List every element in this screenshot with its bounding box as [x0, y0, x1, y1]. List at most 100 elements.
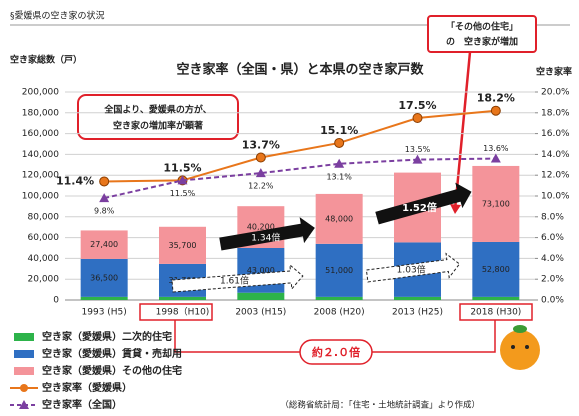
bar-segment [472, 165, 520, 242]
mascot-eye [511, 345, 515, 349]
line-value-label: 9.8% [94, 207, 115, 216]
line-marker [490, 105, 501, 116]
line-marker [334, 137, 345, 148]
ratio-box [299, 339, 373, 365]
line-value-label: 18.2% [477, 92, 515, 105]
bar-segment [472, 296, 520, 300]
line-marker [99, 176, 110, 187]
y2-tick-label: 12.0% [541, 171, 570, 181]
annotation: 1.61倍 [220, 275, 249, 287]
bar-segment [394, 296, 441, 300]
line-marker [177, 175, 188, 185]
y2-tick-label: 4.0% [541, 254, 564, 264]
bar-segment [472, 241, 520, 297]
bar-value-label: 48,000 [325, 214, 353, 223]
line-value-label: 17.5% [398, 99, 436, 112]
line-value-label: 11.4% [56, 174, 94, 187]
line-marker [334, 158, 345, 168]
y-tick-label: 0 [53, 296, 59, 306]
y-tick-label: 160,000 [22, 129, 59, 139]
bar-value-label: 36,500 [90, 273, 118, 282]
annotation: 1.03倍 [397, 264, 426, 276]
legend-label: 空き家（愛媛県）二次的住宅 [42, 330, 172, 343]
line-value-label: 13.6% [483, 144, 509, 153]
line [104, 109, 496, 183]
y2-tick-label: 6.0% [541, 233, 564, 243]
bar-value-label: 73,100 [482, 199, 510, 208]
line-marker [99, 193, 110, 203]
bar-segment [80, 296, 128, 300]
y-tick-label: 140,000 [22, 150, 59, 160]
category-highlight [459, 303, 533, 321]
bar-segment [237, 292, 285, 300]
x-tick-label: 1998（H10) [156, 307, 210, 318]
y-tick-label: 80,000 [28, 212, 60, 222]
y2-axis-label: 空き家率 [536, 66, 572, 78]
y-tick-label: 60,000 [28, 233, 60, 243]
mascot [500, 330, 540, 370]
y-axis-label: 空き家総数（戸） [10, 54, 82, 66]
y-tick-label: 40,000 [28, 254, 60, 264]
legend-marker [20, 384, 28, 392]
y2-tick-label: 14.0% [541, 150, 570, 160]
line [103, 157, 496, 200]
line-marker [255, 168, 266, 178]
line-value-label: 13.5% [405, 145, 431, 154]
bar-value-label: 35,700 [169, 241, 197, 250]
solid-arrow [375, 182, 472, 225]
y2-tick-label: 10.0% [541, 192, 570, 202]
y-tick-label: 100,000 [22, 192, 59, 202]
legend-swatch [14, 350, 34, 358]
line-marker [412, 113, 423, 123]
line-value-label: 11.5% [170, 189, 196, 198]
bar-segment [159, 226, 206, 264]
annotation: 「その他の住宅」 [446, 21, 518, 33]
x-tick-label: 2008 (H20) [314, 308, 365, 318]
dashed-arrow [365, 252, 461, 283]
y2-tick-label: 2.0% [541, 275, 564, 285]
legend-label: 空き家率（全国） [42, 398, 122, 411]
line-value-label: 11.5% [163, 161, 201, 174]
x-tick-label: 2003 (H15) [235, 308, 286, 318]
category-highlight [139, 303, 213, 321]
annotation: 約２.０倍 [312, 345, 360, 359]
bar-value-label: 51,000 [325, 266, 353, 275]
y2-tick-label: 16.0% [541, 129, 570, 139]
bar-segment [315, 243, 363, 297]
line-marker [412, 154, 423, 164]
bar-segment [315, 296, 363, 300]
y2-tick-label: 18.0% [541, 108, 570, 118]
legend-swatch [14, 367, 34, 375]
note-arrow [453, 51, 472, 211]
y-tick-label: 200,000 [22, 88, 59, 98]
dashed-arrow [171, 263, 304, 293]
y-tick-label: 120,000 [22, 171, 59, 181]
bar-segment [80, 258, 128, 297]
legend-label: 空き家率（愛媛県） [42, 381, 132, 394]
annotation: 全国より、愛媛県の方が、 [103, 104, 211, 116]
bar-segment [80, 230, 128, 259]
x-tick-label: 1993 (H5) [82, 308, 127, 318]
line-value-label: 13.7% [242, 139, 280, 152]
y-tick-label: 20,000 [28, 275, 60, 285]
bar-value-label: 52,800 [482, 265, 510, 274]
y2-tick-label: 8.0% [541, 212, 564, 222]
line-value-label: 13.1% [326, 172, 352, 181]
note-box [77, 94, 239, 140]
line-marker [490, 153, 501, 163]
bar-value-label: 27,400 [90, 240, 118, 249]
y-tick-label: 180,000 [22, 108, 59, 118]
line-value-label: 15.1% [320, 124, 358, 137]
bar-value-label: 43,000 [247, 266, 275, 275]
line-marker [255, 152, 266, 163]
line-value-label: 12.2% [248, 182, 274, 191]
legend-marker [19, 400, 29, 409]
bar-value-label: 40,200 [247, 223, 275, 232]
x-tick-label: 2018 (H30) [470, 308, 521, 318]
x-tick-label: 2013 (H25) [392, 308, 443, 318]
note-arrow-head [450, 204, 461, 214]
annotation: の 空き家が増加 [446, 36, 518, 48]
bar-segment [159, 296, 206, 300]
note-box [427, 15, 537, 53]
annotation: 空き家の増加率が顕著 [113, 120, 203, 132]
